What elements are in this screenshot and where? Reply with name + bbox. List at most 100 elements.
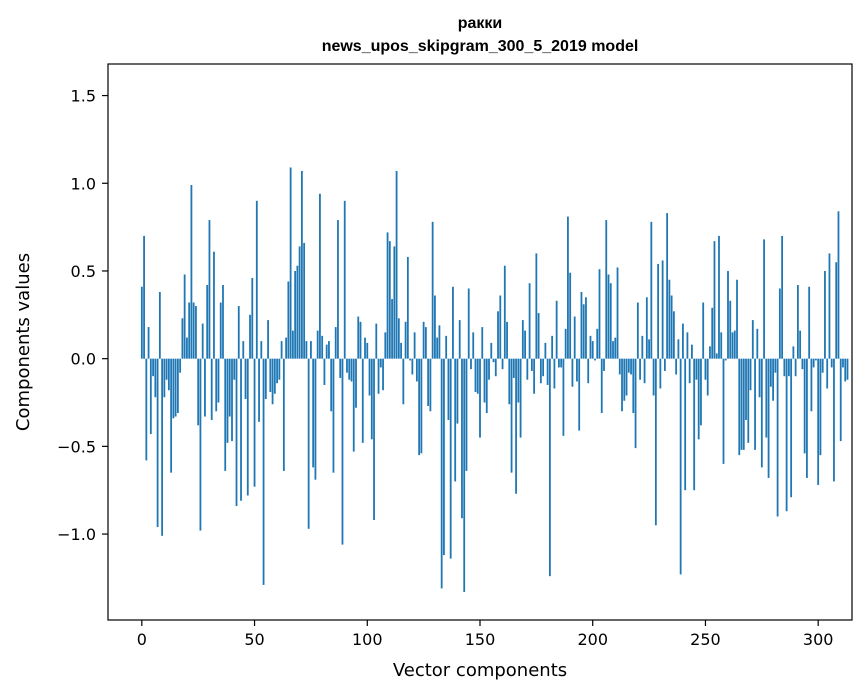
bar-190 [569, 272, 572, 359]
bar-308 [835, 262, 838, 359]
bar-145 [467, 288, 470, 359]
bar-29 [206, 285, 209, 359]
bar-249 [702, 302, 705, 359]
bar-4 [149, 358, 152, 435]
bar-162 [506, 321, 508, 359]
bar-251 [706, 358, 709, 396]
bar-116 [402, 358, 405, 405]
bar-225 [648, 339, 650, 359]
bar-115 [400, 342, 402, 359]
bar-69 [296, 265, 299, 359]
bar-282 [776, 358, 779, 517]
bar-100 [366, 342, 369, 359]
bar-206 [605, 220, 608, 359]
bar-211 [616, 267, 619, 359]
bar-164 [510, 358, 513, 473]
y-axis-label: Components values [13, 253, 34, 431]
bar-246 [695, 358, 698, 380]
bar-84 [330, 358, 333, 412]
x-axis-label: Vector components [393, 660, 567, 681]
bar-59 [273, 358, 276, 394]
bar-97 [359, 321, 362, 359]
bar-295 [806, 358, 808, 478]
bar-221 [639, 358, 641, 380]
bar-195 [580, 292, 583, 359]
bar-76 [312, 358, 315, 468]
bar-154 [488, 358, 490, 380]
bar-299 [815, 358, 817, 361]
bar-304 [826, 358, 829, 389]
bar-128 [429, 358, 432, 412]
bar-172 [528, 283, 531, 359]
bar-242 [686, 332, 689, 359]
bar-212 [618, 358, 621, 375]
bar-95 [355, 358, 357, 408]
bar-263 [733, 330, 736, 359]
bar-60 [276, 358, 278, 384]
bar-67 [291, 330, 294, 359]
bar-253 [711, 307, 714, 359]
bar-264 [736, 279, 738, 359]
bar-181 [548, 358, 551, 577]
bar-80 [321, 335, 324, 359]
x-tick-label: 300 [803, 630, 834, 649]
bar-123 [418, 358, 421, 456]
bar-220 [636, 302, 639, 359]
bar-96 [357, 316, 360, 359]
bar-75 [310, 341, 312, 359]
bar-214 [623, 358, 626, 401]
bar-252 [709, 346, 711, 359]
bar-1 [143, 235, 145, 359]
bar-298 [812, 358, 815, 368]
bar-87 [337, 220, 339, 359]
bar-176 [537, 313, 540, 359]
bar-68 [294, 270, 297, 359]
bar-300 [817, 358, 820, 485]
bar-223 [643, 358, 646, 384]
bar-261 [729, 300, 732, 359]
bar-10 [163, 358, 166, 398]
bar-150 [479, 358, 481, 438]
bar-126 [424, 327, 427, 359]
x-tick-label: 0 [137, 630, 147, 649]
chart-subtitle: news_upos_skipgram_300_5_2019 model [322, 38, 639, 55]
bar-303 [824, 270, 826, 359]
bar-107 [382, 358, 384, 391]
bar-109 [386, 232, 389, 359]
bar-82 [325, 344, 328, 359]
bar-81 [323, 358, 326, 385]
bar-105 [377, 358, 380, 394]
bar-197 [585, 297, 587, 359]
bar-290 [794, 358, 797, 377]
bar-187 [562, 358, 565, 436]
bar-129 [431, 221, 434, 359]
bar-86 [334, 327, 337, 359]
bar-301 [819, 358, 822, 456]
y-tick-label: −0.5 [57, 437, 96, 456]
bar-147 [472, 332, 475, 359]
bar-193 [576, 358, 578, 382]
bar-199 [589, 335, 592, 359]
bar-234 [668, 279, 671, 359]
bar-244 [691, 344, 693, 359]
bar-3 [147, 327, 150, 359]
bar-216 [627, 358, 630, 373]
bar-33 [215, 358, 218, 412]
bar-134 [443, 358, 445, 556]
bar-254 [713, 241, 716, 359]
bar-11 [165, 358, 168, 380]
bar-189 [567, 216, 569, 359]
chart-title: ракки [458, 15, 503, 32]
bar-198 [587, 358, 590, 384]
bar-112 [393, 246, 396, 359]
bar-135 [445, 335, 448, 359]
bar-137 [449, 358, 452, 559]
bar-297 [810, 358, 813, 412]
bar-71 [300, 170, 303, 359]
bar-205 [603, 358, 605, 371]
bar-18 [181, 318, 184, 359]
bar-201 [594, 358, 596, 361]
bar-291 [796, 285, 799, 359]
bar-120 [411, 358, 414, 375]
bar-286 [785, 358, 788, 512]
